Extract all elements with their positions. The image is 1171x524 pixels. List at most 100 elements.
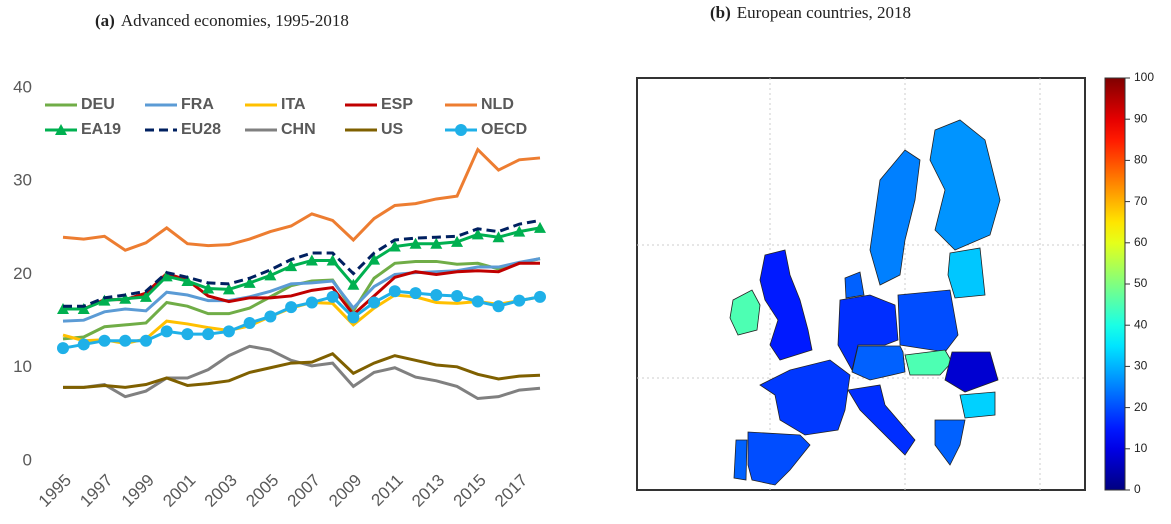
x-tick-label: 2017	[491, 471, 531, 511]
legend-label: EU28	[181, 121, 221, 138]
series-line	[62, 146, 541, 252]
data-point	[285, 260, 298, 272]
data-point	[513, 225, 526, 237]
colorbar-tick-label: 0	[1134, 482, 1141, 496]
data-point	[57, 303, 69, 315]
colorbar-tick-label: 30	[1134, 359, 1148, 373]
legend-label: ESP	[381, 96, 413, 113]
x-tick-label: 2015	[450, 471, 490, 511]
data-point	[139, 334, 152, 347]
x-tick-label: 2005	[242, 471, 282, 511]
legend-label: DEU	[81, 96, 115, 113]
colorbar-tick-label: 20	[1134, 400, 1148, 414]
data-point	[98, 334, 111, 347]
country-region	[897, 289, 959, 353]
data-point	[388, 285, 401, 298]
legend-label: OECD	[481, 121, 527, 138]
data-point	[119, 334, 132, 347]
panel-label: (b)	[710, 3, 731, 22]
data-point	[77, 338, 90, 351]
data-point	[243, 316, 256, 329]
colorbar-tick-label: 80	[1134, 153, 1148, 167]
panel-label: (a)	[95, 11, 115, 30]
data-point	[160, 270, 173, 282]
legend-label: ITA	[281, 96, 306, 113]
data-point	[77, 303, 90, 315]
country-region	[869, 149, 921, 286]
data-point	[368, 253, 381, 265]
panel-a-title: (a) Advanced economies, 1995-2018	[95, 11, 349, 30]
data-point	[305, 296, 318, 309]
x-tick-label: 2007	[284, 471, 324, 511]
x-tick-label: 1997	[76, 471, 116, 511]
data-point	[430, 237, 443, 249]
chart-title: Advanced economies, 1995-2018	[121, 11, 349, 30]
x-tick-label: 2013	[408, 471, 448, 511]
colorbar-tick-label: 10	[1134, 441, 1148, 455]
data-point	[368, 296, 381, 309]
legend-label: NLD	[481, 96, 514, 113]
data-point	[202, 328, 215, 341]
data-point	[160, 325, 173, 338]
data-point	[347, 278, 360, 290]
country-region	[844, 271, 865, 299]
data-point	[534, 290, 546, 303]
y-tick-label: 20	[13, 264, 32, 283]
series-line	[62, 293, 541, 346]
country-region	[729, 289, 761, 336]
data-point	[513, 294, 526, 307]
data-point	[451, 289, 464, 302]
data-point	[181, 328, 194, 341]
series-line	[63, 218, 541, 308]
legend-label: FRA	[181, 96, 214, 113]
x-tick-label: 2001	[159, 471, 199, 511]
country-region	[837, 294, 899, 372]
x-tick-label: 2003	[201, 471, 241, 511]
data-point	[409, 287, 422, 300]
country-region	[929, 119, 1001, 251]
data-point	[264, 310, 277, 323]
data-point	[471, 295, 484, 308]
country-region	[947, 247, 986, 299]
data-point	[347, 311, 360, 324]
data-point	[534, 221, 546, 233]
colorbar-tick-label: 90	[1134, 111, 1148, 125]
colorbar-tick-label: 50	[1134, 276, 1148, 290]
y-tick-label: 30	[13, 171, 32, 190]
data-point	[222, 283, 235, 295]
data-point	[243, 276, 256, 288]
data-point	[57, 342, 69, 355]
data-point	[202, 282, 215, 294]
country-region	[759, 249, 813, 361]
panel-b-title: (b) European countries, 2018	[710, 3, 911, 22]
y-tick-label: 0	[23, 450, 32, 469]
colorbar-tick-label: 70	[1134, 194, 1148, 208]
data-point	[471, 228, 484, 240]
data-point	[264, 269, 277, 281]
x-tick-label: 2009	[325, 471, 365, 511]
data-point	[181, 275, 194, 287]
data-point	[285, 301, 298, 314]
country-region	[959, 391, 996, 419]
data-point	[492, 231, 505, 243]
series-line	[63, 261, 540, 317]
legend-label: US	[381, 121, 404, 138]
x-tick-label: 1999	[118, 471, 158, 511]
data-point	[492, 300, 505, 313]
data-point	[119, 292, 132, 304]
country-region	[847, 384, 916, 456]
data-point	[139, 290, 152, 302]
series-line	[63, 226, 541, 311]
country-region	[733, 439, 748, 481]
legend-marker	[55, 124, 67, 135]
country-region	[747, 431, 811, 486]
data-point	[326, 254, 339, 266]
data-point	[430, 289, 443, 302]
data-point	[305, 254, 318, 266]
x-tick-label: 1995	[35, 471, 75, 511]
legend-marker	[455, 124, 467, 136]
country-region	[944, 351, 999, 393]
legend-label: CHN	[281, 121, 316, 138]
series-line	[63, 352, 541, 389]
